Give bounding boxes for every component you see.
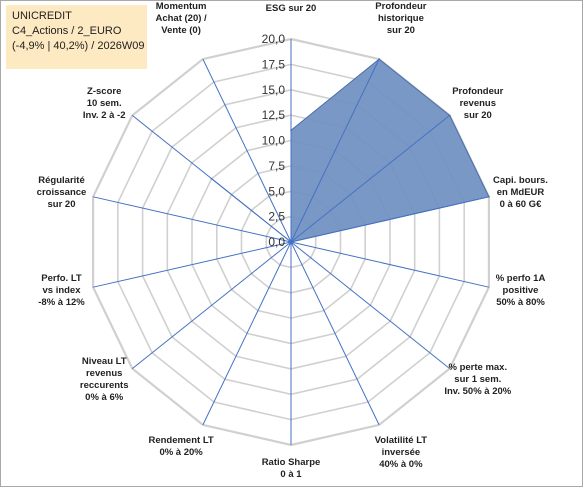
axis-label-line: Inv. 2 à -2 — [83, 110, 126, 121]
chart-title-period: (-4,9% | 40,2%) / 2026W09 — [12, 40, 145, 52]
spoke-niveau-lt-revenus — [131, 241, 292, 369]
axis-label-profondeur-historique: Profondeur historique sur 20 — [375, 1, 426, 36]
axis-label-line: inversée — [382, 447, 421, 458]
spoke-perte-max — [290, 241, 451, 369]
axis-label-niveau-lt-revenus: Niveau LT revenus reccurents 0% à 6% — [80, 356, 129, 403]
tick-label: 2,5 — [268, 210, 285, 224]
axis-label-capi-bours: Capi. bours. en MdEUR 0 à 60 G€ — [493, 175, 548, 210]
axis-label-line: positive — [503, 285, 539, 296]
axis-label-line: Z-score — [87, 86, 121, 97]
axis-label-line: ESG sur 20 — [266, 3, 317, 14]
axis-label-line: croissance — [37, 187, 87, 198]
spoke-regularite-croissance — [92, 196, 292, 243]
axis-label-note-esg: NoteESG sur 20 — [266, 0, 317, 14]
spoke-perfo-lt-index — [92, 241, 292, 288]
axis-label-line: 10 sem. — [87, 98, 122, 109]
axis-label-line: Niveau LT — [82, 356, 127, 367]
axis-label-line: Volatilité LT — [375, 435, 428, 446]
axis-label-line: 50% à 80% — [496, 297, 545, 308]
axis-label-profondeur-revenus: Profondeur revenus sur 20 — [452, 86, 503, 121]
axis-label-perte-max: % perte max. sur 1 sem. Inv. 50% à 20% — [444, 362, 511, 397]
axis-label-line: sur 20 — [48, 199, 76, 210]
axis-label-line: en MdEUR — [497, 187, 545, 198]
spoke-z-score — [131, 115, 292, 243]
axis-label-line: Profondeur — [375, 1, 426, 12]
tick-label: 7,5 — [268, 159, 285, 173]
axis-label-line: Perfo. LT — [41, 273, 82, 284]
axis-label-line: Momentum — [156, 1, 207, 12]
axis-label-z-score: Z-score 10 sem. Inv. 2 à -2 — [83, 86, 126, 121]
tick-label: 0,0 — [268, 235, 285, 249]
chart-title-category: C4_Actions / 2_EURO — [12, 25, 122, 37]
axis-label-line: Achat (20) / — [155, 13, 207, 24]
spoke-perfo-1a — [290, 241, 490, 288]
spoke-profondeur-historique — [290, 58, 380, 243]
axis-label-line: 0% à 6% — [85, 392, 124, 403]
axis-label-line: 0 à 1 — [280, 469, 302, 480]
axis-label-line: Inv. 50% à 20% — [444, 386, 511, 397]
spoke-momentum — [202, 58, 292, 243]
series-area-0 — [211, 58, 490, 244]
axis-label-line: Régularité — [38, 175, 84, 186]
axis-label-line: % perte max. — [448, 362, 507, 373]
spoke-rendement-lt — [202, 241, 292, 426]
chart-title-box: UNICREDIT C4_Actions / 2_EURO (-4,9% | 4… — [6, 5, 147, 69]
tick-label: 15,0 — [262, 83, 286, 97]
axis-label-line: historique — [378, 13, 424, 24]
axis-label-regularite-croissance: Régularité croissance sur 20 — [37, 175, 87, 210]
axis-label-line: Rendement LT — [148, 435, 213, 446]
spoke-capi-bours — [290, 196, 490, 243]
tick-label: 10,0 — [262, 134, 286, 148]
axis-label-line: sur 20 — [464, 110, 492, 121]
tick-label: 20,0 — [262, 32, 286, 46]
axis-label-line: Capi. bours. — [493, 175, 548, 186]
axis-label-perfo-lt-index: Perfo. LT vs index -8% à 12% — [38, 273, 85, 308]
axis-label-perfo-1a: % perfo 1A positive 50% à 80% — [496, 273, 546, 308]
axis-label-line: Profondeur — [452, 86, 503, 97]
axis-label-line: Vente (0) — [161, 25, 201, 36]
axis-label-line: revenus — [460, 98, 496, 109]
axis-label-line: Ratio Sharpe — [262, 457, 321, 468]
axis-label-line: sur 20 — [387, 25, 415, 36]
tick-label: 5,0 — [268, 184, 285, 198]
axis-label-volatilite-lt: Volatilité LT inversée 40% à 0% — [375, 435, 428, 470]
axis-label-line: -8% à 12% — [38, 297, 85, 308]
axis-label-line: Note — [280, 0, 301, 2]
spoke-volatilite-lt — [290, 241, 380, 426]
axis-label-line: 0% à 20% — [159, 447, 203, 458]
chart-title-company: UNICREDIT — [12, 10, 72, 22]
axis-label-line: 0 à 60 G€ — [500, 199, 542, 210]
axis-label-rendement-lt: Rendement LT 0% à 20% — [148, 435, 213, 458]
axis-label-line: reccurents — [80, 380, 129, 391]
axis-label-ratio-sharpe: Ratio Sharpe 0 à 1 — [262, 457, 321, 480]
tick-label: 17,5 — [262, 57, 286, 71]
tick-label: 12,5 — [262, 108, 286, 122]
axis-label-line: revenus — [86, 368, 122, 379]
axis-label-line: 40% à 0% — [379, 459, 423, 470]
axis-label-line: % perfo 1A — [496, 273, 546, 284]
spoke-profondeur-revenus — [290, 115, 451, 243]
axis-label-momentum: Momentum Achat (20) / Vente (0) — [155, 1, 207, 36]
axis-label-line: vs index — [42, 285, 81, 296]
axis-label-line: sur 1 sem. — [454, 374, 501, 385]
